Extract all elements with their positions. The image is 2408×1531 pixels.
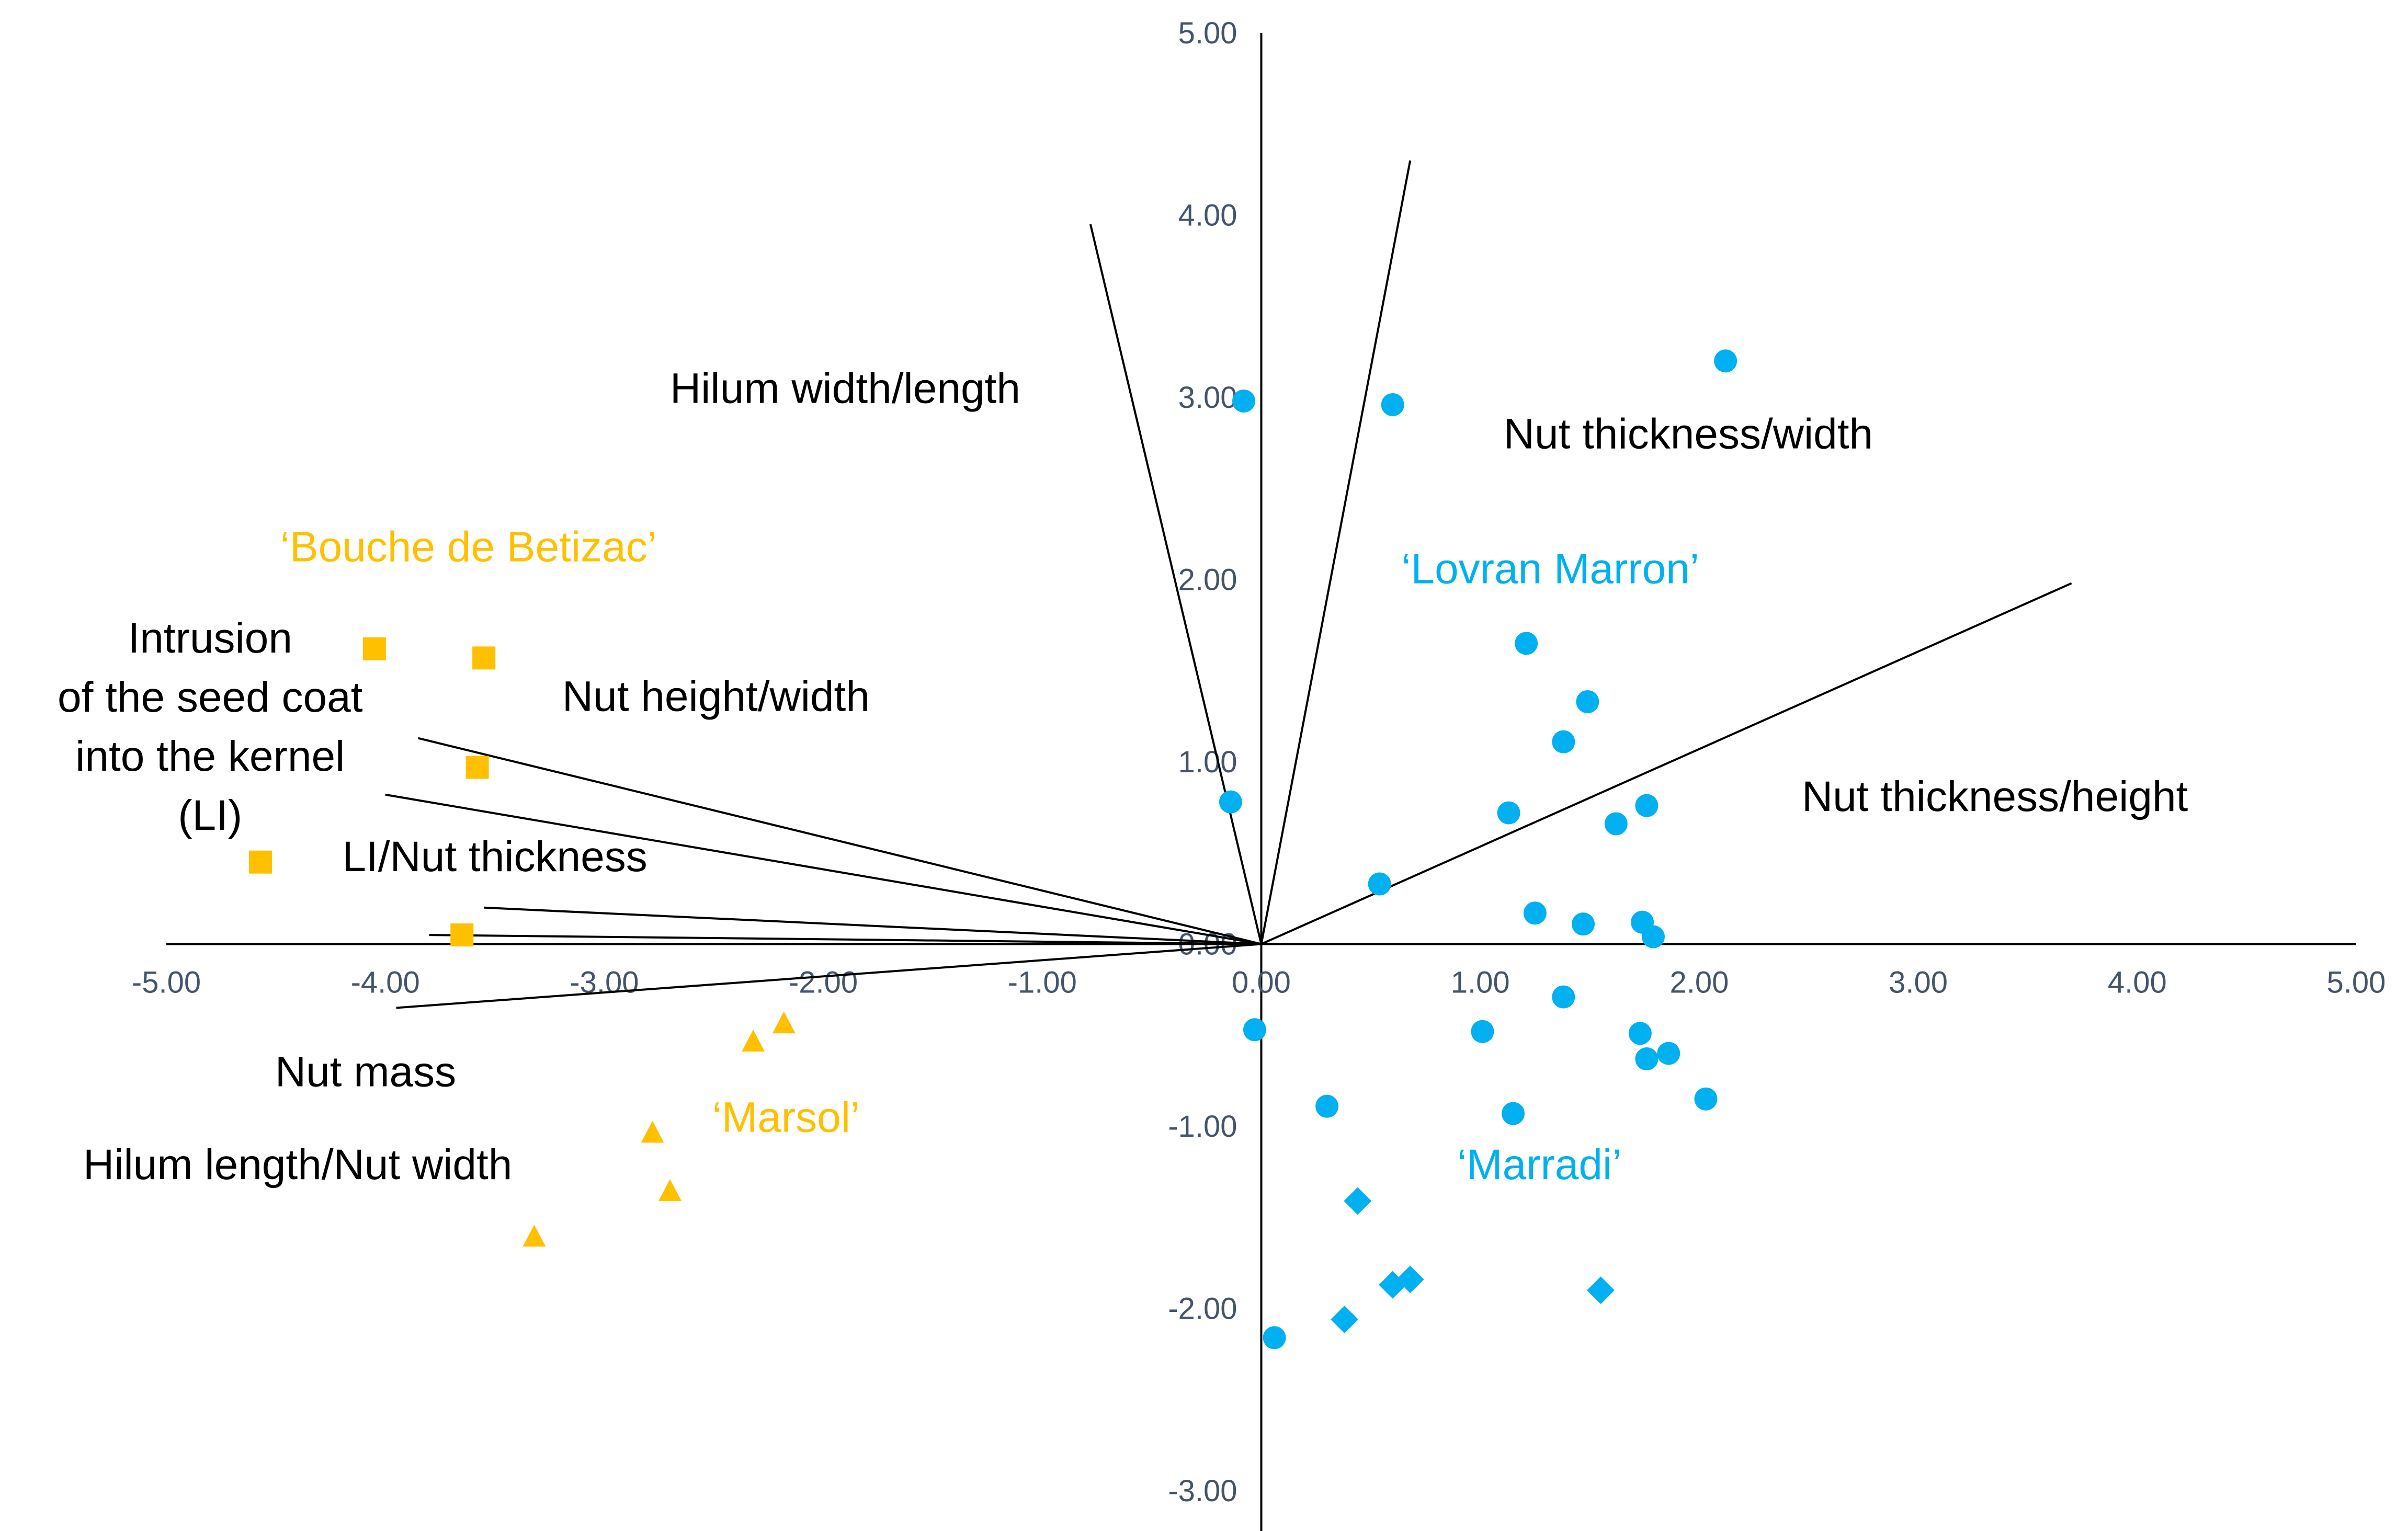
data-point-circle bbox=[1694, 1087, 1718, 1111]
y-tick-label: -3.00 bbox=[1168, 1474, 1237, 1508]
loading-vector bbox=[1260, 582, 2072, 945]
data-point-square bbox=[465, 756, 489, 779]
loading-vector bbox=[484, 906, 1262, 945]
x-tick-label: 2.00 bbox=[1669, 966, 1729, 1000]
data-point-circle bbox=[1523, 901, 1547, 925]
x-tick-label: -4.00 bbox=[351, 966, 420, 1000]
data-point-circle bbox=[1641, 925, 1665, 949]
x-tick-label: 4.00 bbox=[2108, 966, 2167, 1000]
vector-label: Intrusion of the seed coat into the kernel… bbox=[58, 614, 363, 839]
data-point-circle bbox=[1368, 872, 1391, 896]
group-label: ‘Marradi’ bbox=[1457, 1141, 1621, 1189]
data-point-triangle bbox=[658, 1179, 682, 1201]
loading-vector bbox=[429, 934, 1262, 945]
group-label: ‘Lovran Marron’ bbox=[1401, 545, 1699, 592]
data-point-circle bbox=[1714, 349, 1737, 373]
x-tick-label: -2.00 bbox=[789, 966, 858, 1000]
vector-label: Hilum length/Nut width bbox=[83, 1141, 512, 1189]
data-point-circle bbox=[1381, 393, 1404, 416]
data-point-square bbox=[472, 646, 496, 670]
data-point-circle bbox=[1552, 730, 1575, 753]
vector-label: Nut thickness/width bbox=[1504, 410, 1873, 458]
data-points bbox=[249, 349, 1737, 1350]
data-point-circle bbox=[1635, 794, 1659, 817]
vector-label: LI/Nut thickness bbox=[342, 833, 647, 881]
data-point-square bbox=[362, 637, 386, 660]
data-point-circle bbox=[1552, 985, 1575, 1009]
data-point-diamond bbox=[1396, 1265, 1424, 1294]
vector-label-line: Intrusion bbox=[128, 614, 292, 662]
group-labels: ‘Bouche de Betizac’ ‘Marsol’ ‘Lovran Marro… bbox=[280, 523, 1699, 1189]
data-point-circle bbox=[1515, 632, 1538, 655]
y-tick-label: 3.00 bbox=[1178, 381, 1237, 415]
x-tick-label: -5.00 bbox=[132, 966, 201, 1000]
vector-labels: Hilum width/length Nut thickness/width Nut… bbox=[58, 364, 2188, 1189]
group-label: ‘Marsol’ bbox=[712, 1093, 860, 1141]
data-point-circle bbox=[1497, 801, 1520, 825]
loading-vector bbox=[418, 737, 1262, 945]
data-point-diamond bbox=[1379, 1271, 1407, 1299]
y-tick-label: 5.00 bbox=[1178, 16, 1237, 50]
data-point-circle bbox=[1604, 812, 1628, 836]
vector-label: Hilum width/length bbox=[670, 364, 1020, 412]
y-tick-label: -1.00 bbox=[1168, 1110, 1237, 1144]
data-point-circle bbox=[1232, 389, 1256, 413]
loading-vector bbox=[1260, 160, 1412, 944]
data-point-circle bbox=[1628, 1022, 1652, 1045]
x-tick-label: -1.00 bbox=[1008, 966, 1077, 1000]
x-tick-label: 1.00 bbox=[1451, 966, 1510, 1000]
loading-vector bbox=[396, 943, 1262, 1009]
tick-labels: -5.00 -4.00 -3.00 -2.00 -1.00 0.00 1.00 2.00 3.0… bbox=[132, 16, 2386, 1508]
y-tick-label: -2.00 bbox=[1168, 1292, 1237, 1326]
data-point-triangle bbox=[641, 1121, 664, 1143]
vector-label-line: (LI) bbox=[178, 792, 242, 839]
x-tick-label: 5.00 bbox=[2327, 966, 2386, 1000]
data-point-circle bbox=[1571, 912, 1595, 936]
vector-label: Nut thickness/height bbox=[1802, 773, 2188, 820]
x-tick-label: 0.00 bbox=[1232, 966, 1291, 1000]
vector-label-line: into the kernel bbox=[75, 733, 345, 780]
vector-label: Nut height/width bbox=[562, 672, 870, 720]
vector-label-line: of the seed coat bbox=[58, 673, 363, 721]
data-point-circle bbox=[1243, 1018, 1266, 1042]
data-point-square bbox=[249, 850, 272, 874]
data-point-triangle bbox=[523, 1225, 546, 1247]
y-tick-label: 1.00 bbox=[1178, 745, 1237, 779]
group-label: ‘Bouche de Betizac’ bbox=[280, 523, 657, 571]
loading-vector bbox=[385, 793, 1262, 945]
data-point-circle bbox=[1471, 1020, 1494, 1043]
y-tick-label: 4.00 bbox=[1178, 199, 1237, 233]
data-point-triangle bbox=[742, 1030, 765, 1052]
y-tick-label: 2.00 bbox=[1178, 563, 1237, 597]
data-point-circle bbox=[1576, 690, 1599, 713]
data-point-diamond bbox=[1331, 1306, 1359, 1333]
data-point-circle bbox=[1315, 1094, 1339, 1118]
data-point-circle bbox=[1219, 790, 1242, 814]
data-point-square bbox=[450, 923, 474, 947]
data-point-diamond bbox=[1344, 1187, 1372, 1215]
loading-vectors bbox=[385, 160, 2072, 1009]
data-point-diamond bbox=[1587, 1276, 1615, 1305]
data-point-circle bbox=[1263, 1326, 1286, 1350]
vector-label: Nut mass bbox=[275, 1048, 456, 1095]
loading-vector bbox=[1089, 224, 1263, 944]
x-tick-label: 3.00 bbox=[1889, 966, 1948, 1000]
data-point-circle bbox=[1635, 1047, 1659, 1071]
data-point-circle bbox=[1502, 1102, 1525, 1125]
data-point-circle bbox=[1657, 1042, 1680, 1065]
data-point-triangle bbox=[772, 1011, 796, 1034]
